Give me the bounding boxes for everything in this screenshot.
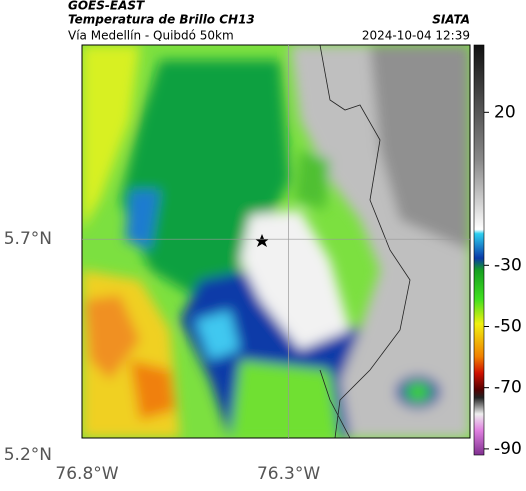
brand: SIATA <box>432 13 470 27</box>
colorbar-tick-label: -50 <box>494 316 522 336</box>
colorbar <box>473 44 485 456</box>
satellite-image <box>82 45 470 438</box>
colorbar-tick-label: -30 <box>494 255 522 275</box>
subtitle: Vía Medellín - Quibdó 50km <box>68 29 234 43</box>
x-tick-label: 76.3°W <box>257 464 320 484</box>
colorbar-tick-label: 20 <box>494 102 516 122</box>
datetime: 2024-10-04 12:39 <box>362 29 470 43</box>
location-marker <box>255 234 269 247</box>
source: GOES-EAST <box>68 0 145 13</box>
y-tick-label: 5.7°N <box>4 229 52 249</box>
x-tick-label: 76.8°W <box>55 464 118 484</box>
map-frame <box>81 44 471 439</box>
y-tick-label: 5.2°N <box>4 445 52 465</box>
colorbar-tick-label: -90 <box>494 439 522 459</box>
colorbar-tick-label: -70 <box>494 378 522 398</box>
title: Temperatura de Brillo CH13 <box>68 13 255 27</box>
